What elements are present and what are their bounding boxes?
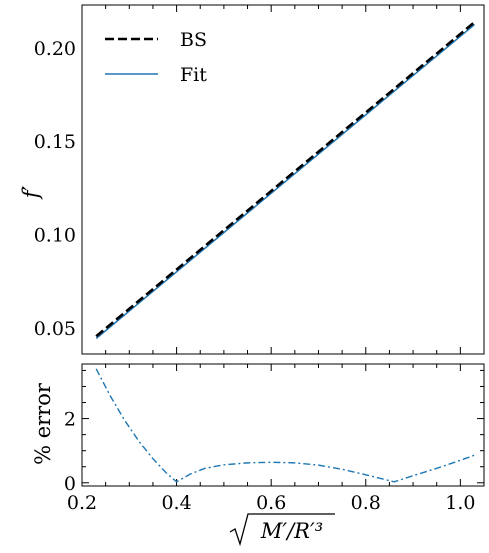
error-panel-x-tick-label: 0.2 bbox=[67, 492, 97, 514]
error-panel-frame bbox=[81, 363, 485, 487]
main-panel-frame bbox=[81, 4, 485, 355]
main-panel-y-tick-label: 0.20 bbox=[34, 38, 76, 60]
error-panel-series-error-line bbox=[95, 368, 475, 483]
main-panel: 0.05 0.10 0.15 0.20 BS Fit bbox=[34, 4, 485, 355]
main-panel-series-fit-line bbox=[95, 24, 476, 340]
error-panel-x-tick-label: 0.6 bbox=[256, 492, 286, 514]
error-panel: 0 2 0.2 0.4 0.6 0.8 1.0 bbox=[64, 363, 485, 514]
main-panel-y-tick-label: 0.15 bbox=[34, 131, 76, 153]
y-axis-label-main: f′ bbox=[19, 186, 43, 201]
legend-label-fit: Fit bbox=[180, 64, 207, 86]
sqrt-sign bbox=[229, 513, 335, 547]
error-panel-y-tick-label: 2 bbox=[64, 409, 76, 431]
main-panel-series-bs-line bbox=[95, 21, 476, 338]
main-panel-y-tick-label: 0.05 bbox=[34, 318, 76, 340]
error-panel-y-tick-label: 0 bbox=[64, 473, 76, 495]
error-panel-x-tick-label: 0.8 bbox=[351, 492, 381, 514]
error-panel-x-tick-label: 1.0 bbox=[445, 492, 475, 514]
legend: BS Fit bbox=[105, 29, 207, 86]
x-axis-label-text: M′/R′³ bbox=[260, 519, 323, 543]
error-panel-x-tick-label: 0.4 bbox=[161, 492, 191, 514]
legend-label-bs: BS bbox=[180, 29, 207, 51]
y-axis-label-error: % error bbox=[31, 382, 55, 465]
x-axis-label: M′/R′³ bbox=[229, 513, 335, 547]
main-panel-y-tick-label: 0.10 bbox=[34, 225, 76, 247]
